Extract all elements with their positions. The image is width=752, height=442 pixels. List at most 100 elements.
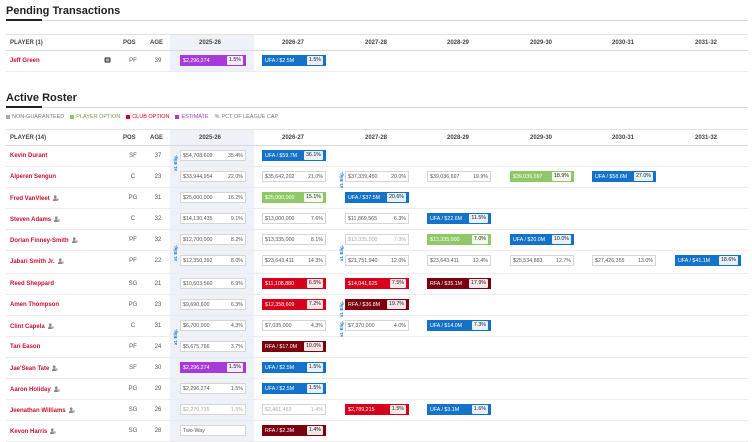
salary-cell-2025[interactable]: $25,000,000 16.2%: [180, 192, 246, 203]
salary-cell-2027[interactable]: $37,339,450 20.0%: [345, 171, 409, 182]
salary-cell-2026[interactable]: $25,000,000 15.1%: [262, 192, 326, 203]
player-name-link[interactable]: Tari Eason: [10, 344, 40, 350]
player-info-icon[interactable]: [50, 428, 57, 434]
header-player[interactable]: PLAYER (14): [10, 135, 47, 141]
player-name-link[interactable]: Alperen Sengun: [10, 174, 56, 180]
header-age[interactable]: AGE: [150, 135, 164, 141]
salary-cell-2027[interactable]: $2,789,215 1.5%: [345, 404, 409, 415]
header-2025-26[interactable]: 2025-26: [199, 135, 222, 141]
header-2025-26[interactable]: 2025-26: [199, 40, 222, 46]
player-info-icon[interactable]: [57, 258, 64, 264]
header-2028-29[interactable]: 2028-29: [447, 40, 470, 46]
player-name-link[interactable]: Amen Thompson: [10, 302, 59, 308]
salary-cell-2026[interactable]: RFA / $2.3M 1.4%: [262, 425, 326, 436]
salary-cell-2028[interactable]: RFA / $35.1M 17.9%: [427, 278, 491, 289]
salary-cell-2025[interactable]: $33,944,954 22.0%: [180, 171, 246, 182]
salary-cell-2025[interactable]: $10,603,560 6.9%: [180, 278, 246, 289]
salary-cell-2027[interactable]: $13,335,000 7.3%: [345, 234, 409, 245]
salary-pct: 8.0%: [230, 257, 243, 264]
header-2027-28[interactable]: 2027-28: [365, 135, 388, 141]
header-2027-28[interactable]: 2027-28: [365, 40, 388, 46]
salary-cell-2025[interactable]: $12,350,392 8.0%: [180, 255, 246, 266]
player-name-link[interactable]: Steven Adams: [10, 216, 61, 223]
player-name-link[interactable]: Kevon Harris: [10, 428, 57, 435]
salary-cell-2029[interactable]: $39,036,697 18.9%: [510, 171, 574, 182]
header-2028-29[interactable]: 2028-29: [447, 135, 470, 141]
player-info-icon[interactable]: [68, 407, 75, 413]
salary-cell-2026[interactable]: $2,461,463 1.4%: [262, 404, 326, 415]
salary-cell-2028[interactable]: $23,643,411 12.4%: [427, 255, 491, 266]
salary-cell-2027[interactable]: UFA / $37.5M 20.6%: [345, 192, 409, 203]
player-name-link[interactable]: Fred VanVleet: [10, 195, 59, 202]
player-info-icon[interactable]: [47, 323, 54, 329]
player-info-icon[interactable]: [54, 216, 61, 222]
salary-cell-2028[interactable]: UFA / $22.6M 11.5%: [427, 213, 491, 224]
salary-cell-2027[interactable]: $14,041,625 7.5%: [345, 278, 409, 289]
header-pos[interactable]: POS: [123, 135, 136, 141]
header-age[interactable]: AGE: [150, 40, 164, 46]
salary-cell-2025[interactable]: $9,690,600 6.3%: [180, 299, 246, 310]
header-player[interactable]: PLAYER (1): [10, 40, 43, 46]
salary-cell-2026[interactable]: RFA / $17.0M 10.0%: [262, 341, 326, 352]
salary-cell-2026[interactable]: $7,035,000 4.3%: [262, 320, 326, 331]
salary-cell-2026[interactable]: $11,108,880 6.5%: [262, 278, 326, 289]
player-name-link[interactable]: Jae'Sean Tate: [10, 365, 59, 372]
player-info-icon[interactable]: [52, 195, 59, 201]
player-name-link[interactable]: Reed Sheppard: [10, 281, 54, 287]
player-pos: PF: [129, 344, 137, 350]
salary-cell-2026[interactable]: $13,335,000 8.1%: [262, 234, 326, 245]
header-2026-27[interactable]: 2026-27: [282, 40, 305, 46]
salary-cell-estimate[interactable]: $2,296,274 1.5%: [180, 55, 246, 66]
player-info-icon[interactable]: [71, 237, 78, 243]
salary-cell-2027[interactable]: RFA / $36.8M 19.7%: [345, 299, 409, 310]
salary-cell-2026[interactable]: UFA / $2.5M 1.5%: [262, 362, 326, 373]
salary-pct: 20.6%: [386, 193, 406, 202]
player-name-link[interactable]: Jeenathan Williams: [10, 407, 75, 414]
header-2029-30[interactable]: 2029-30: [530, 135, 553, 141]
salary-cell-2026[interactable]: $12,358,609 7.2%: [262, 299, 326, 310]
salary-cell-2028[interactable]: UFA / $14.0M 7.3%: [427, 320, 491, 331]
salary-cell-2026[interactable]: UFA / $2.5M 1.5%: [262, 383, 326, 394]
salary-cell-2028[interactable]: $39,036,697 19.9%: [427, 171, 491, 182]
header-pos[interactable]: POS: [123, 40, 136, 46]
salary-cell-2025[interactable]: $2,296,274 1.5%: [180, 383, 246, 394]
salary-cell-2025[interactable]: $54,708,609 35.4%: [180, 150, 246, 161]
salary-cell-ufa[interactable]: UFA / $2.5M 1.5%: [262, 55, 326, 66]
player-info-icon[interactable]: [52, 365, 59, 371]
player-name-link[interactable]: Dorian Finney-Smith: [10, 237, 78, 244]
header-2031-32[interactable]: 2031-32: [695, 135, 718, 141]
player-info-icon[interactable]: [53, 386, 60, 392]
player-option-swatch: [70, 115, 75, 119]
salary-cell-2025[interactable]: $2,270,735 1.5%: [180, 404, 246, 415]
salary-cell-2026[interactable]: $13,000,000 7.6%: [262, 213, 326, 224]
salary-cell-2029[interactable]: UFA / $20.0M 10.0%: [510, 234, 574, 245]
salary-cell-2025[interactable]: $2,296,274 1.5%: [180, 362, 246, 373]
salary-cell-2030[interactable]: $27,426,355 13.0%: [592, 255, 656, 266]
header-2029-30[interactable]: 2029-30: [530, 40, 553, 46]
salary-cell-2026[interactable]: UFA / $59.7M 36.1%: [262, 150, 326, 161]
player-name-link[interactable]: Jeff Green: [10, 58, 40, 64]
player-name-link[interactable]: Jabari Smith Jr.: [10, 258, 64, 265]
salary-cell-2027[interactable]: $7,370,000 4.0%: [345, 320, 409, 331]
header-2030-31[interactable]: 2030-31: [612, 40, 635, 46]
salary-cell-2029[interactable]: $25,534,883 12.7%: [510, 255, 574, 266]
player-name-link[interactable]: Kevin Durant: [10, 153, 47, 159]
salary-cell-2027[interactable]: $21,751,940 12.0%: [345, 255, 409, 266]
player-name-link[interactable]: Clint Capela: [10, 323, 54, 330]
salary-cell-2025[interactable]: Two-Way: [180, 425, 246, 436]
salary-cell-2025[interactable]: $5,675,766 3.7%: [180, 341, 246, 352]
salary-cell-2025[interactable]: $14,130,435 9.1%: [180, 213, 246, 224]
header-2031-32[interactable]: 2031-32: [695, 40, 718, 46]
salary-cell-2028[interactable]: $13,335,000 7.0%: [427, 234, 491, 245]
salary-cell-2027[interactable]: $11,869,565 6.3%: [345, 213, 409, 224]
salary-cell-2030[interactable]: UFA / $58.6M 27.0%: [592, 171, 656, 182]
salary-cell-2026[interactable]: $35,642,202 21.0%: [262, 171, 326, 182]
header-2030-31[interactable]: 2030-31: [612, 135, 635, 141]
salary-cell-2028[interactable]: UFA / $3.1M 1.6%: [427, 404, 491, 415]
salary-cell-2026[interactable]: $23,643,411 14.3%: [262, 255, 326, 266]
player-name-link[interactable]: Aaron Holiday: [10, 386, 60, 393]
salary-cell-2025[interactable]: $6,700,000 4.3%: [180, 320, 246, 331]
header-2026-27[interactable]: 2026-27: [282, 135, 305, 141]
salary-cell-2025[interactable]: $12,700,000 8.2%: [180, 234, 246, 245]
salary-cell-2031[interactable]: UFA / $41.1M 18.6%: [675, 255, 741, 266]
